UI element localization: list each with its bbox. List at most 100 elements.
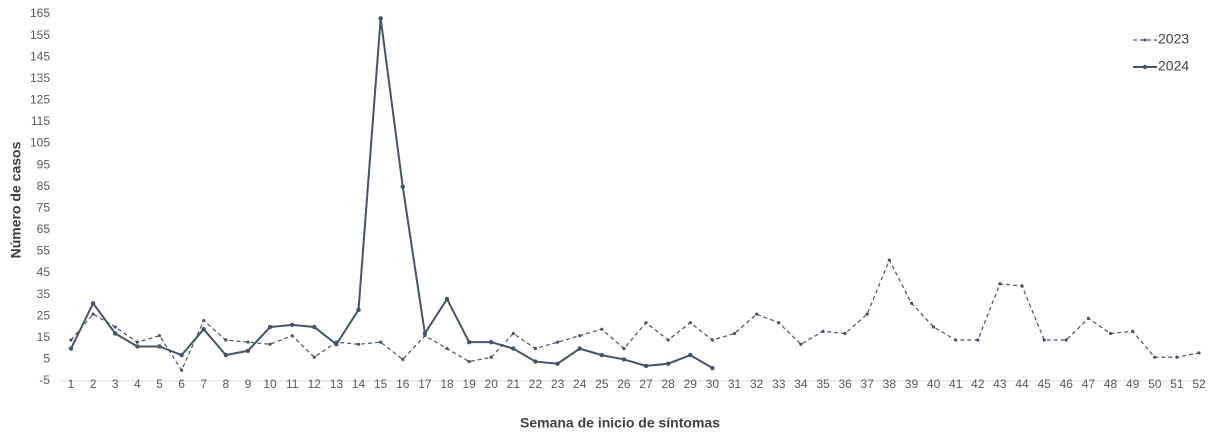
point (644, 321, 648, 325)
point (379, 340, 383, 344)
point (1175, 355, 1179, 359)
x-tick-label: 42 (971, 377, 985, 391)
y-tick-label: 145 (30, 49, 50, 63)
point (267, 324, 273, 330)
point (356, 307, 361, 312)
x-tick-label: 15 (374, 377, 388, 391)
point (400, 184, 405, 189)
point (533, 347, 538, 351)
point (688, 321, 692, 325)
point (157, 334, 162, 338)
point (69, 338, 73, 342)
point (113, 331, 118, 336)
point (90, 301, 96, 306)
x-tick-label: 45 (1037, 377, 1051, 391)
x-tick-label: 21 (507, 377, 521, 391)
point (223, 352, 229, 358)
point (401, 357, 405, 362)
point (843, 331, 847, 336)
x-axis-title: Semana de inicio de síntomas (520, 415, 720, 431)
point (909, 301, 914, 305)
y-axis-title: Número de casos (8, 141, 24, 258)
point (688, 352, 693, 358)
point (1153, 355, 1157, 359)
point (246, 340, 250, 344)
line-2024 (70, 18, 713, 369)
point (68, 346, 74, 351)
point (157, 344, 162, 349)
legend-marker (1142, 64, 1148, 70)
point (290, 334, 294, 338)
point (356, 342, 361, 346)
point (91, 312, 95, 316)
point (445, 347, 449, 351)
x-tick-label: 46 (1060, 377, 1074, 391)
x-tick-label: 20 (485, 377, 499, 391)
y-tick-label: 135 (30, 71, 50, 85)
point (245, 348, 251, 353)
point (998, 282, 1002, 286)
x-tick-label: 40 (927, 377, 941, 391)
point (201, 326, 206, 332)
point (312, 324, 317, 330)
point (135, 340, 139, 344)
x-tick-label: 44 (1015, 377, 1029, 391)
y-tick-label: 165 (30, 6, 50, 20)
point (268, 342, 272, 346)
point (334, 342, 339, 347)
point (622, 347, 626, 351)
x-tick-label: 52 (1192, 377, 1206, 391)
point (224, 338, 228, 342)
x-tick-label: 43 (993, 377, 1007, 391)
point (821, 329, 825, 333)
point (511, 346, 516, 351)
x-tick-label: 35 (816, 377, 830, 391)
point (976, 338, 980, 342)
point (865, 312, 869, 316)
y-tick-label: 35 (37, 287, 51, 301)
y-tick-label: 125 (30, 93, 50, 107)
x-tick-label: 38 (883, 377, 897, 391)
point (1108, 331, 1113, 336)
point (444, 296, 450, 302)
x-tick-label: 9 (245, 377, 252, 391)
x-tick-label: 3 (112, 377, 119, 391)
x-tick-label: 32 (750, 377, 764, 391)
point (643, 363, 649, 369)
point (621, 357, 627, 362)
point (710, 338, 715, 342)
point (665, 361, 671, 366)
x-tick-label: 26 (617, 377, 631, 391)
point (887, 258, 891, 262)
point (467, 359, 471, 364)
x-tick-label: 41 (949, 377, 963, 391)
x-tick-label: 48 (1104, 377, 1118, 391)
x-tick-label: 29 (684, 377, 698, 391)
y-tick-label: 65 (37, 222, 51, 236)
y-tick-label: 105 (30, 136, 50, 150)
point (600, 327, 604, 331)
point (755, 312, 759, 316)
point (1197, 351, 1201, 355)
point (511, 331, 515, 336)
x-tick-label: 13 (330, 377, 344, 391)
point (799, 342, 803, 346)
x-tick-label: 7 (200, 377, 207, 391)
point (466, 339, 472, 345)
point (1064, 338, 1068, 342)
x-tick-label: 27 (639, 377, 653, 391)
line-2023 (70, 258, 1200, 372)
point (577, 346, 582, 351)
point (555, 361, 560, 366)
x-tick-label: 19 (462, 377, 476, 391)
legend-marker (1143, 38, 1147, 42)
x-tick-label: 1 (68, 377, 75, 391)
point (113, 325, 117, 329)
point (555, 340, 560, 344)
x-tick-label: 14 (352, 377, 366, 391)
point (489, 339, 494, 345)
x-tick-label: 23 (551, 377, 565, 391)
y-tick-label: 45 (37, 265, 51, 279)
x-tick-label: 11 (286, 377, 299, 391)
